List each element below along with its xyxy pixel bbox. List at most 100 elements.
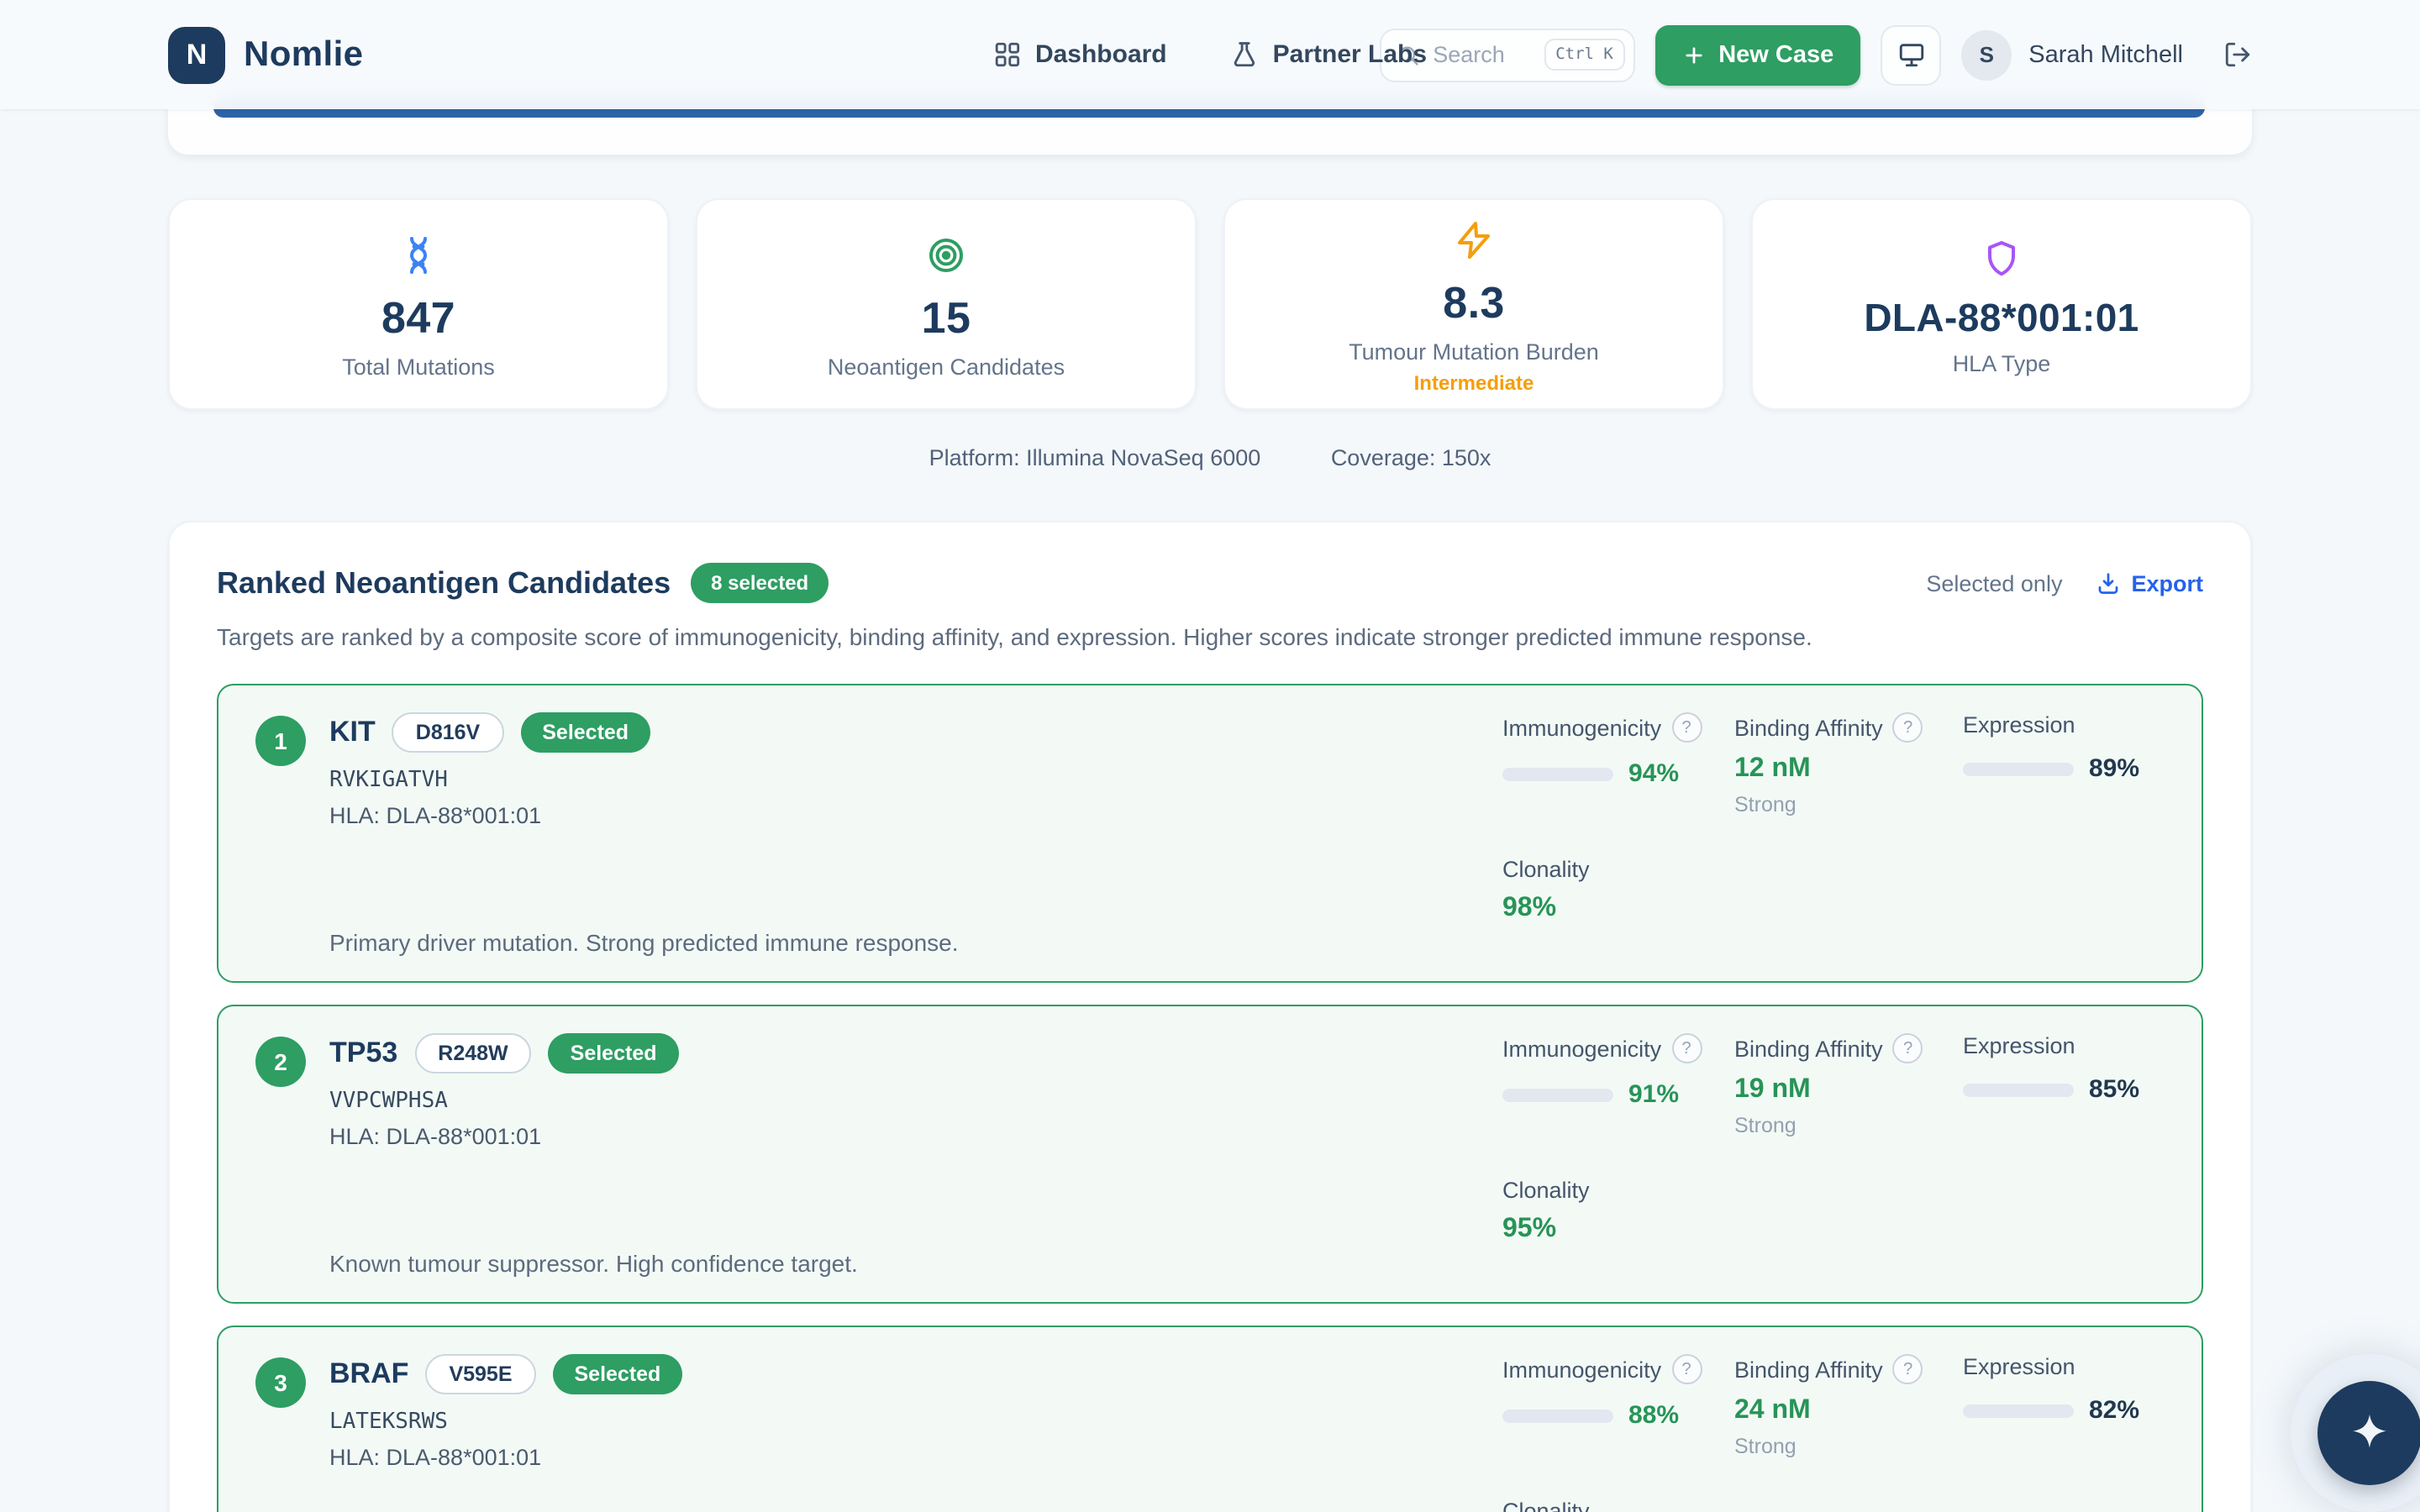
zap-icon bbox=[1454, 218, 1494, 261]
metric-label: Clonality bbox=[1502, 857, 1590, 882]
metric-label: Immunogenicity bbox=[1502, 715, 1661, 740]
help-icon[interactable]: ? bbox=[1893, 1354, 1923, 1384]
metric-label: Binding Affinity bbox=[1734, 1036, 1883, 1061]
help-icon[interactable]: ? bbox=[1671, 1033, 1702, 1063]
logout-button[interactable] bbox=[2223, 40, 2252, 69]
avatar: S bbox=[1961, 29, 2012, 80]
section-title: Ranked Neoantigen Candidates bbox=[217, 565, 671, 601]
rank-badge: 1 bbox=[255, 716, 306, 766]
metric-label: Binding Affinity bbox=[1734, 715, 1883, 740]
export-label: Export bbox=[2131, 570, 2203, 596]
brand[interactable]: N Nomlie bbox=[168, 26, 363, 83]
immunogenicity-value: 88% bbox=[1628, 1401, 1679, 1430]
export-button[interactable]: Export bbox=[2096, 570, 2203, 596]
metric-label: Binding Affinity bbox=[1734, 1357, 1883, 1382]
expression-bar bbox=[1963, 1404, 2074, 1417]
metric-label: Clonality bbox=[1502, 1178, 1590, 1203]
selected-count-badge: 8 selected bbox=[691, 563, 829, 603]
new-case-label: New Case bbox=[1718, 41, 1833, 68]
immunogenicity-value: 91% bbox=[1628, 1080, 1679, 1109]
mutation-pill: V595E bbox=[425, 1354, 535, 1394]
binding-strength: Strong bbox=[1734, 793, 1963, 816]
ranked-candidates-panel: Ranked Neoantigen Candidates 8 selected … bbox=[168, 521, 2252, 1512]
expression-bar bbox=[1963, 762, 2074, 775]
help-icon[interactable]: ? bbox=[1893, 712, 1923, 743]
candidate-card-kit[interactable]: 1 KIT D816V Selected RVKIGATVH HLA: DLA-… bbox=[217, 684, 2203, 983]
mutation-pill: D816V bbox=[392, 712, 503, 753]
mutation-pill: R248W bbox=[414, 1033, 531, 1074]
selected-status-pill: Selected bbox=[553, 1354, 683, 1394]
stat-card-tumour-mutation-burden: 8.3 Tumour Mutation Burden Intermediate bbox=[1223, 198, 1724, 410]
search-input[interactable] bbox=[1429, 40, 1534, 69]
help-icon[interactable]: ? bbox=[1671, 1354, 1702, 1384]
rank-badge: 3 bbox=[255, 1357, 306, 1408]
sequencing-meta: Platform: Illumina NovaSeq 6000 Coverage… bbox=[168, 445, 2252, 470]
tmb-level-badge: Intermediate bbox=[1414, 370, 1534, 394]
selected-only-toggle[interactable]: Selected only bbox=[1926, 570, 2062, 596]
header-actions: Ctrl K New Case bbox=[1379, 24, 2252, 85]
expression-value: 89% bbox=[2089, 754, 2139, 783]
flask-icon bbox=[1231, 40, 1260, 69]
logout-icon bbox=[2223, 40, 2252, 69]
candidate-card-tp53[interactable]: 2 TP53 R248W Selected VVPCWPHSA HLA: DLA… bbox=[217, 1005, 2203, 1304]
nav-label: Dashboard bbox=[1035, 40, 1167, 69]
binding-affinity-value: 24 nM bbox=[1734, 1396, 1963, 1426]
avatar-initial: S bbox=[1980, 42, 1994, 67]
download-icon bbox=[2096, 570, 2121, 596]
dashboard-grid-icon bbox=[993, 40, 1022, 69]
stat-card-hla-type: DLA-88*001:01 HLA Type bbox=[1751, 198, 2252, 410]
candidate-note: Primary driver mutation. Strong predicte… bbox=[329, 929, 959, 956]
nav-label: Partner Labs bbox=[1273, 40, 1427, 69]
gene-name: BRAF bbox=[329, 1357, 408, 1391]
stat-card-neoantigen-candidates: 15 Neoantigen Candidates bbox=[696, 198, 1197, 410]
new-case-button[interactable]: New Case bbox=[1655, 24, 1860, 85]
binding-strength: Strong bbox=[1734, 1435, 1963, 1458]
stat-label: Total Mutations bbox=[342, 354, 495, 379]
binding-affinity-value: 12 nM bbox=[1734, 754, 1963, 785]
binding-strength: Strong bbox=[1734, 1114, 1963, 1137]
stat-value: 15 bbox=[922, 291, 971, 344]
candidate-note: Known tumour suppressor. High confidence… bbox=[329, 1250, 858, 1277]
immunogenicity-bar bbox=[1502, 1088, 1613, 1101]
metric-label: Clonality bbox=[1502, 1499, 1590, 1512]
app-root: N Nomlie Dashboard bbox=[0, 0, 2420, 1512]
metric-label: Expression bbox=[1963, 712, 2075, 738]
metrics-grid: Immunogenicity? 88% Binding Affinity? 24… bbox=[1502, 1354, 2161, 1512]
candidate-card-braf[interactable]: 3 BRAF V595E Selected LATEKSRWS HLA: DLA… bbox=[217, 1326, 2203, 1512]
platform-text: Platform: Illumina NovaSeq 6000 bbox=[929, 445, 1261, 470]
assistant-fab-button[interactable] bbox=[2317, 1381, 2420, 1485]
help-icon[interactable]: ? bbox=[1671, 712, 1702, 743]
sparkle-icon bbox=[2346, 1410, 2393, 1457]
section-description: Targets are ranked by a composite score … bbox=[217, 623, 2203, 650]
metrics-grid: Immunogenicity? 91% Binding Affinity? 19… bbox=[1502, 1033, 2161, 1245]
candidate-list: 1 KIT D816V Selected RVKIGATVH HLA: DLA-… bbox=[217, 684, 2203, 1512]
nav-item-dashboard[interactable]: Dashboard bbox=[993, 40, 1167, 69]
immunogenicity-bar bbox=[1502, 1409, 1613, 1422]
nav-item-partner-labs[interactable]: Partner Labs bbox=[1231, 40, 1427, 69]
metric-label: Immunogenicity bbox=[1502, 1357, 1661, 1382]
gene-name: TP53 bbox=[329, 1037, 397, 1070]
metrics-grid: Immunogenicity? 94% Binding Affinity? 12… bbox=[1502, 712, 2161, 924]
help-icon[interactable]: ? bbox=[1893, 1033, 1923, 1063]
stat-value: 8.3 bbox=[1443, 276, 1505, 328]
user-menu[interactable]: S Sarah Mitchell bbox=[1961, 29, 2183, 80]
binding-affinity-value: 19 nM bbox=[1734, 1075, 1963, 1105]
user-name: Sarah Mitchell bbox=[2028, 41, 2183, 68]
target-icon bbox=[926, 233, 966, 276]
stat-label: Tumour Mutation Burden bbox=[1349, 339, 1599, 364]
selected-status-pill: Selected bbox=[549, 1033, 679, 1074]
display-mode-button[interactable] bbox=[1881, 24, 1941, 85]
brand-name: Nomlie bbox=[244, 34, 363, 75]
expression-value: 82% bbox=[2089, 1396, 2139, 1425]
expression-value: 85% bbox=[2089, 1075, 2139, 1104]
stats-row: 847 Total Mutations 15 Neoantigen Candid… bbox=[168, 198, 2252, 410]
metric-label: Expression bbox=[1963, 1033, 2075, 1058]
immunogenicity-value: 94% bbox=[1628, 759, 1679, 788]
fab-halo bbox=[2291, 1354, 2420, 1512]
clonality-value: 95% bbox=[1502, 1215, 1734, 1245]
coverage-text: Coverage: 150x bbox=[1331, 445, 1491, 470]
clonality-value: 98% bbox=[1502, 894, 1734, 924]
shield-icon bbox=[1981, 236, 2022, 280]
immunogenicity-bar bbox=[1502, 767, 1613, 780]
search-shortcut-kbd: Ctrl K bbox=[1544, 39, 1625, 71]
